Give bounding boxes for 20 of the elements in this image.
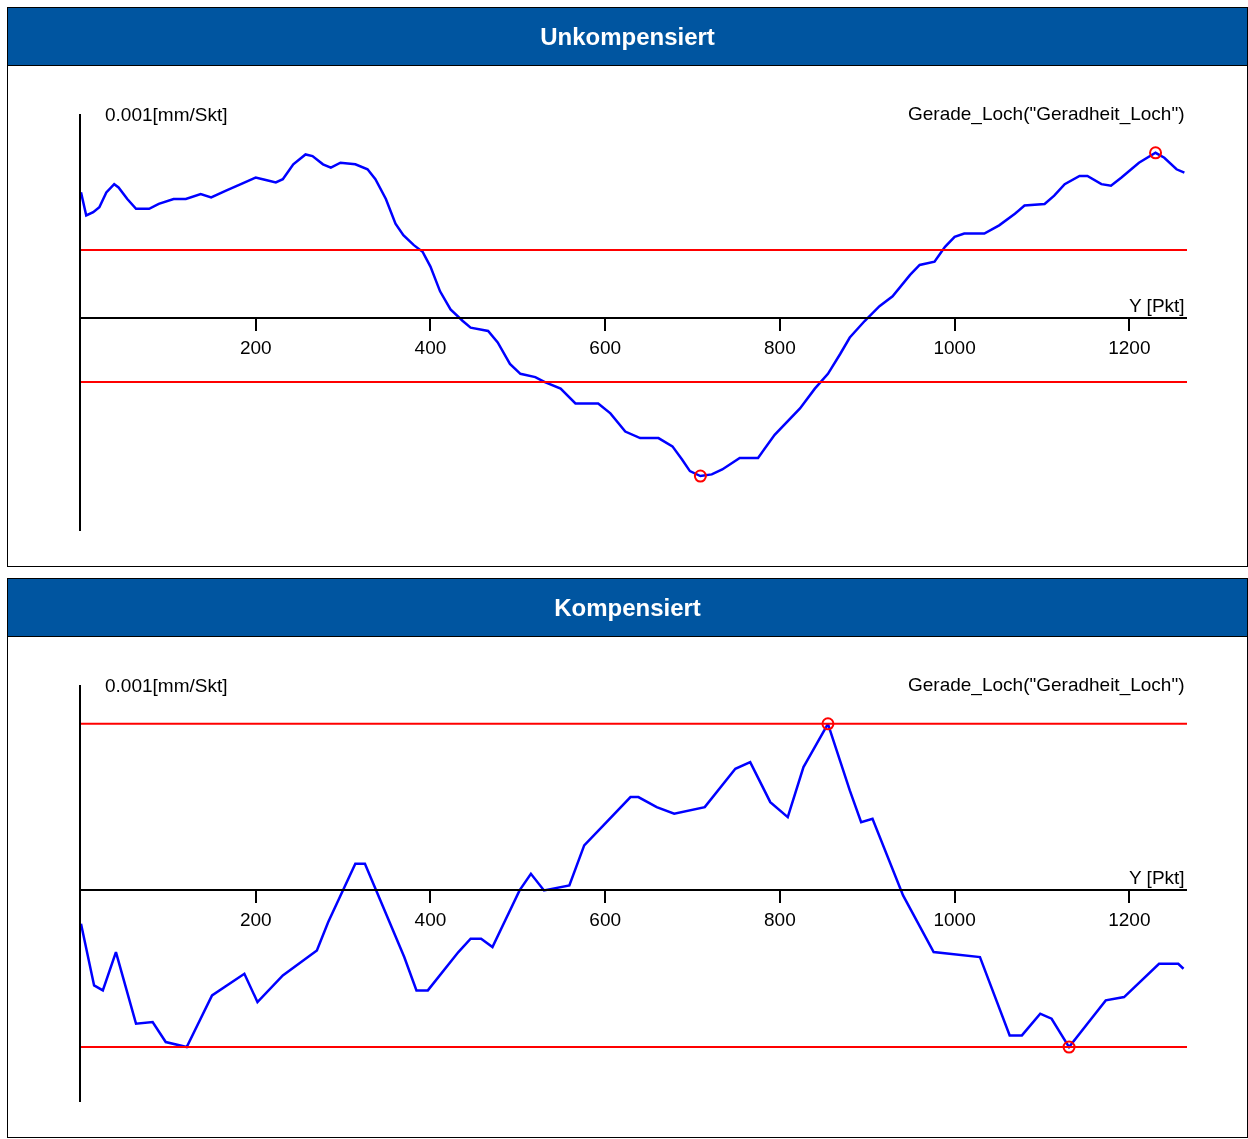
y-axis-title: 0.001[mm/Skt] [105,104,228,125]
x-tick-label: 400 [414,336,447,358]
chart-title: Kompensiert [8,579,1247,637]
x-tick-label: 1000 [933,909,976,931]
x-tick-label: 800 [764,909,796,931]
x-axis-title: Y [Pkt] [1129,295,1185,316]
x-tick-label: 600 [589,909,622,931]
x-tick-label: 200 [239,336,272,358]
x-tick-label: 200 [239,909,272,931]
x-tick-label: 400 [414,909,447,931]
text: Gerade_Loch("Geradheit_Loch") [908,674,1185,696]
x-tick-label: 800 [764,336,796,358]
text: Gerade_Loch("Geradheit_Loch") [908,103,1185,125]
y-axis-title: 0.001[mm/Skt] [105,675,228,696]
x-tick-label: 1000 [933,336,976,358]
x-tick-label: 1200 [1108,336,1151,358]
chart-title: Unkompensiert [8,8,1247,66]
x-axis-title: Y [Pkt] [1129,867,1185,888]
x-tick-label: 600 [589,336,622,358]
x-tick-label: 1200 [1108,909,1151,931]
